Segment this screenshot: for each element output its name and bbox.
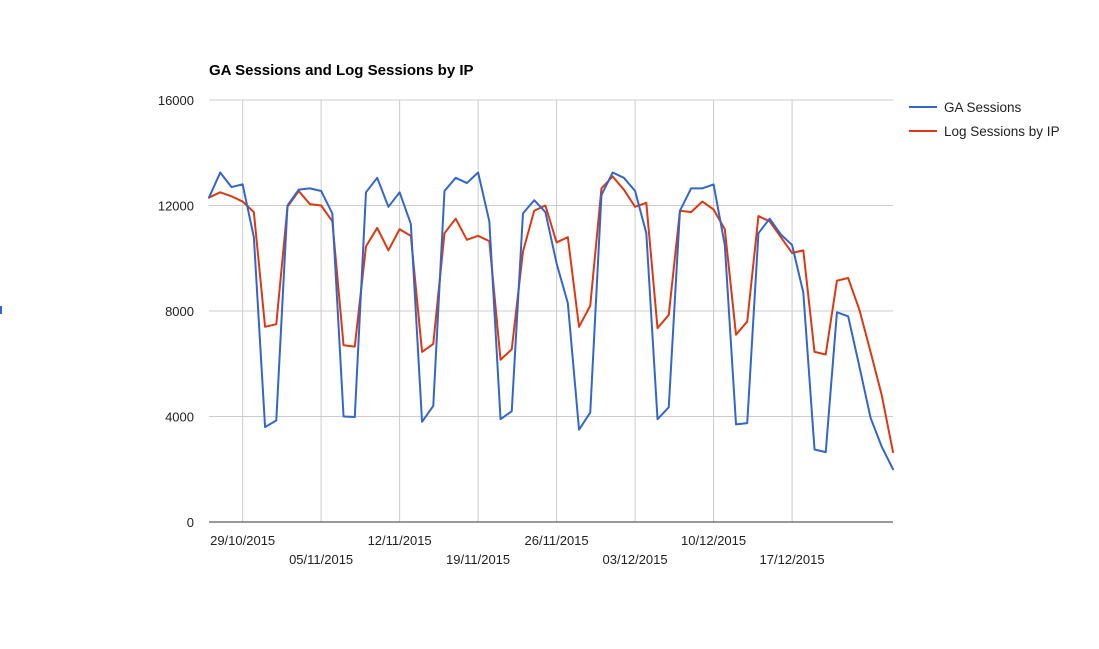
legend: GA Sessions Log Sessions by IP xyxy=(909,100,1060,139)
x-tick-label: 19/11/2015 xyxy=(446,552,510,567)
x-tick-label: 03/12/2015 xyxy=(603,552,668,567)
y-axis-ticks: 0 4000 8000 12000 16000 xyxy=(158,93,194,530)
x-tick-label: 17/12/2015 xyxy=(760,552,825,567)
y-tick-label: 12000 xyxy=(158,199,194,214)
grid xyxy=(209,99,893,522)
x-tick-label: 10/12/2015 xyxy=(681,533,746,548)
y-tick-label: 0 xyxy=(187,515,194,530)
legend-label-ga-sessions: GA Sessions xyxy=(944,100,1022,115)
y-tick-label: 8000 xyxy=(165,304,194,319)
x-tick-label: 29/10/2015 xyxy=(210,533,275,548)
x-tick-label: 26/11/2015 xyxy=(525,533,589,548)
y-tick-label: 16000 xyxy=(158,93,194,108)
legend-label-log-sessions: Log Sessions by IP xyxy=(944,124,1060,139)
y-tick-label: 4000 xyxy=(165,410,194,425)
x-tick-label: 05/11/2015 xyxy=(289,552,353,567)
series-line-ga-sessions xyxy=(208,171,894,471)
left-edge-marker xyxy=(0,306,2,314)
chart-title: GA Sessions and Log Sessions by IP xyxy=(209,62,474,79)
series-lines xyxy=(208,171,894,471)
series-line-log-sessions-by-ip xyxy=(208,175,894,454)
x-tick-label: 12/11/2015 xyxy=(368,533,432,548)
x-axis-ticks: 29/10/2015 05/11/2015 12/11/2015 19/11/2015… xyxy=(210,533,825,567)
